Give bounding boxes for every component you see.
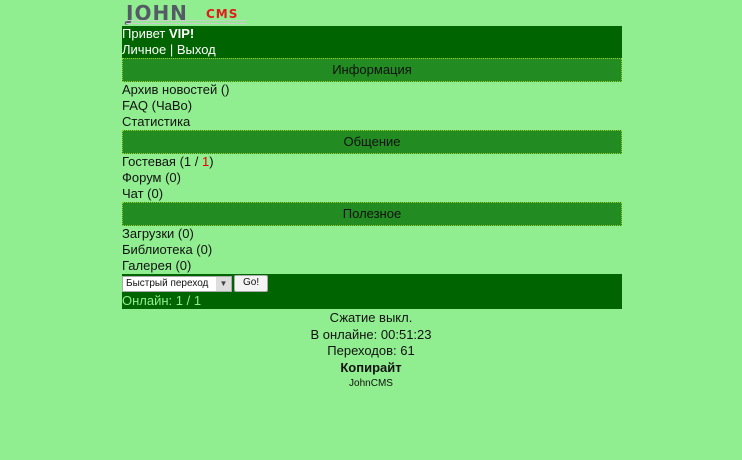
guestbook-close: ) (209, 154, 214, 169)
logo[interactable]: JOHN CMS (122, 0, 622, 26)
footer-bar: Быстрый переход ▼ Go! Онлайн: 1 / 1 (122, 274, 622, 309)
section-header-useful: Полезное (122, 202, 622, 226)
menu-item-guestbook[interactable]: Гостевая (1 / 1) (122, 154, 622, 170)
separator: | (166, 42, 177, 57)
guestbook-label: Гостевая (1 / (122, 154, 202, 169)
logo-underline (126, 20, 246, 24)
logo-subtext: CMS (206, 7, 239, 21)
guestbook-new-count: 1 (201, 154, 210, 169)
menu-item-downloads[interactable]: Загрузки (0) (122, 226, 194, 241)
menu-item-gallery[interactable]: Галерея (0) (122, 258, 192, 273)
section-header-info: Информация (122, 58, 622, 82)
quick-jump-value: Быстрый переход (126, 278, 209, 289)
page-footer: Сжатие выкл. В онлайне: 00:51:23 Переход… (0, 310, 742, 393)
brand-link[interactable]: JohnCMS (349, 378, 393, 389)
menu-item-news-archive[interactable]: Архив новостей () (122, 82, 230, 97)
menu-item-faq[interactable]: FAQ (ЧаВо) (122, 98, 193, 113)
hit-count: Переходов: 61 (327, 343, 415, 358)
go-button[interactable]: Go! (234, 275, 269, 292)
menu-item-stats[interactable]: Статистика (122, 114, 191, 129)
chevron-down-icon[interactable]: ▼ (216, 276, 231, 291)
menu-item-forum[interactable]: Форум (0) (122, 170, 181, 185)
page: JOHN CMS Привет VIP! Личное | Выход Инфо… (122, 0, 622, 309)
online-time: В онлайне: 00:51:23 (310, 326, 432, 342)
copyright: Копирайт (340, 359, 402, 375)
greeting: Привет (122, 26, 169, 41)
quick-jump-select[interactable]: Быстрый переход ▼ (122, 275, 232, 292)
logo-text: JOHN (126, 1, 188, 25)
menu-item-chat[interactable]: Чат (0) (122, 186, 164, 201)
personal-link[interactable]: Личное (122, 42, 167, 57)
logout-link[interactable]: Выход (176, 42, 216, 57)
section-header-communication: Общение (122, 130, 622, 154)
username: VIP! (168, 26, 195, 41)
compression-status: Сжатие выкл. (329, 310, 413, 325)
user-header: Привет VIP! Личное | Выход (122, 26, 622, 58)
menu-item-library[interactable]: Библиотека (0) (122, 242, 213, 257)
online-count[interactable]: Онлайн: 1 / 1 (122, 293, 202, 308)
